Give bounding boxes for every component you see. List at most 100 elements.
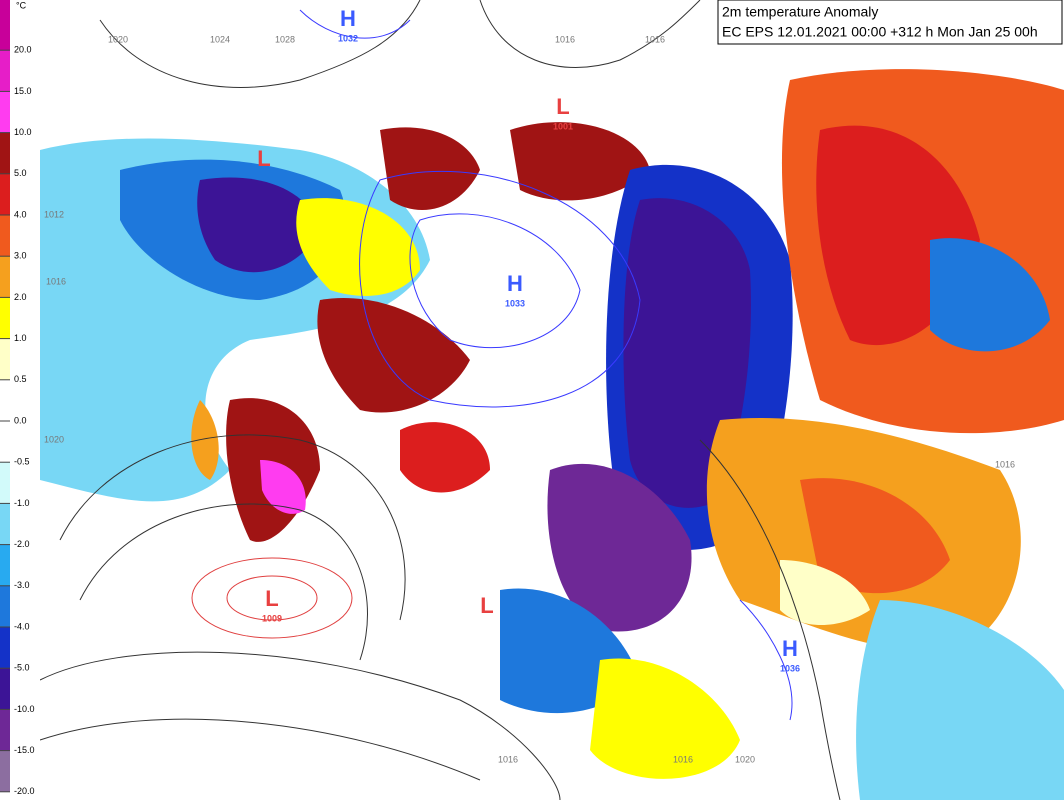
colorbar-band bbox=[0, 297, 10, 339]
pressure-value: 1036 bbox=[780, 663, 800, 673]
isobar bbox=[479, 0, 701, 68]
warm-area bbox=[400, 422, 490, 493]
colorbar: °C 20.0 15.0 10.0 5.0 4.0 3.0 2.0 1.0 0.5 0.0 -0.5 -… bbox=[0, 0, 40, 800]
colorbar-band bbox=[0, 338, 10, 380]
isobar bbox=[699, 439, 841, 801]
colorbar-unit: °C bbox=[16, 0, 27, 10]
colorbar-band bbox=[0, 462, 10, 504]
colorbar-band bbox=[0, 173, 10, 215]
colorbar-label: -15.0 bbox=[14, 745, 35, 755]
cold-area bbox=[547, 463, 692, 632]
colorbar-label: -3.0 bbox=[14, 580, 30, 590]
colorbar-label: 1.0 bbox=[14, 333, 27, 343]
colorbar-label: -1.0 bbox=[14, 498, 30, 508]
cold-area bbox=[197, 177, 320, 273]
colorbar-label: -4.0 bbox=[14, 621, 30, 631]
cold-area bbox=[930, 238, 1050, 352]
title-box: 2m temperature Anomaly EC EPS 12.01.2021… bbox=[717, 0, 1063, 45]
pressure-value: 1001 bbox=[553, 121, 573, 131]
warm-area bbox=[780, 560, 870, 625]
title: 2m temperature Anomaly bbox=[722, 4, 878, 20]
pressure-letter: L bbox=[257, 146, 270, 171]
colorbar-band bbox=[0, 91, 10, 133]
colorbar-band bbox=[0, 256, 10, 298]
isobar-label: 1016 bbox=[555, 34, 575, 44]
pressure-letter: L bbox=[265, 586, 278, 611]
colorbar-label: 4.0 bbox=[14, 209, 27, 219]
colorbar-band bbox=[0, 0, 10, 51]
colorbar-band bbox=[0, 627, 10, 669]
colorbar-label: 20.0 bbox=[14, 45, 32, 55]
isobar-label: 1012 bbox=[44, 209, 64, 219]
colorbar-label: -0.5 bbox=[14, 457, 30, 467]
warm-area bbox=[510, 122, 650, 201]
pressure-value: 1033 bbox=[505, 298, 525, 308]
colorbar-label: 10.0 bbox=[14, 127, 32, 137]
colorbar-band bbox=[0, 709, 10, 751]
colorbar-band bbox=[0, 544, 10, 586]
isobar-label: 1024 bbox=[210, 34, 230, 44]
colorbar-band bbox=[0, 750, 10, 792]
isobar bbox=[39, 718, 481, 781]
colorbar-band bbox=[0, 585, 10, 627]
warm-area bbox=[317, 298, 470, 413]
map-labels: H 1032 L 1001 L H 1033 L 1009 L H 1036 1020 1024 1028 1… bbox=[44, 6, 1015, 765]
pressure-letter: L bbox=[480, 593, 493, 618]
isobar bbox=[739, 599, 793, 721]
colorbar-label: 5.0 bbox=[14, 168, 27, 178]
anomaly-field bbox=[40, 69, 1064, 800]
pressure-value: 1009 bbox=[262, 613, 282, 623]
isobar bbox=[409, 213, 581, 349]
warm-area bbox=[590, 658, 740, 779]
cold-area bbox=[856, 600, 1064, 800]
isobar-label: 1016 bbox=[995, 459, 1015, 469]
colorbar-back bbox=[10, 0, 40, 800]
colorbar-band bbox=[0, 132, 10, 174]
isobar bbox=[39, 651, 561, 801]
isobar bbox=[99, 0, 421, 88]
isobar-label: 1020 bbox=[44, 434, 64, 444]
pressure-letter: H bbox=[782, 636, 798, 661]
isobar-label: 1016 bbox=[498, 754, 518, 764]
pressure-letter: H bbox=[340, 6, 356, 31]
colorbar-band bbox=[0, 421, 10, 463]
pressure-letter: L bbox=[556, 94, 569, 119]
isobars bbox=[39, 0, 841, 801]
colorbar-band bbox=[0, 379, 10, 421]
subtitle: EC EPS 12.01.2021 00:00 +312 h Mon Jan 2… bbox=[722, 24, 1038, 40]
isobar-label: 1028 bbox=[275, 34, 295, 44]
colorbar-label: 15.0 bbox=[14, 86, 32, 96]
warm-area bbox=[260, 460, 306, 514]
isobar bbox=[359, 170, 641, 408]
title-frame bbox=[717, 0, 1063, 45]
isobar-label: 1016 bbox=[46, 276, 66, 286]
colorbar-label: -5.0 bbox=[14, 663, 30, 673]
isobar bbox=[59, 434, 406, 621]
isobar bbox=[299, 9, 411, 39]
colorbar-label: 0.5 bbox=[14, 374, 27, 384]
isobar-label: 1020 bbox=[735, 754, 755, 764]
colorbar-band bbox=[0, 668, 10, 710]
warm-area bbox=[800, 478, 950, 594]
pressure-value: 1032 bbox=[338, 33, 358, 43]
isobar bbox=[191, 557, 353, 639]
colorbar-label: 0.0 bbox=[14, 415, 27, 425]
colorbar-label: 3.0 bbox=[14, 251, 27, 261]
isobar-label: 1016 bbox=[645, 34, 665, 44]
warm-area bbox=[191, 400, 219, 480]
colorbar-label: -20.0 bbox=[14, 786, 35, 796]
colorbar-band bbox=[0, 503, 10, 545]
colorbar-label: 2.0 bbox=[14, 292, 27, 302]
isobar-label: 1016 bbox=[673, 754, 693, 764]
warm-area bbox=[296, 198, 420, 296]
colorbar-label: -2.0 bbox=[14, 539, 30, 549]
colorbar-band bbox=[0, 215, 10, 257]
isobar-label: 1020 bbox=[108, 34, 128, 44]
colorbar-band bbox=[0, 50, 10, 92]
isobar bbox=[226, 575, 318, 621]
pressure-letter: H bbox=[507, 271, 523, 296]
isobar bbox=[79, 503, 368, 661]
colorbar-label: -10.0 bbox=[14, 704, 35, 714]
warm-area bbox=[380, 127, 480, 210]
